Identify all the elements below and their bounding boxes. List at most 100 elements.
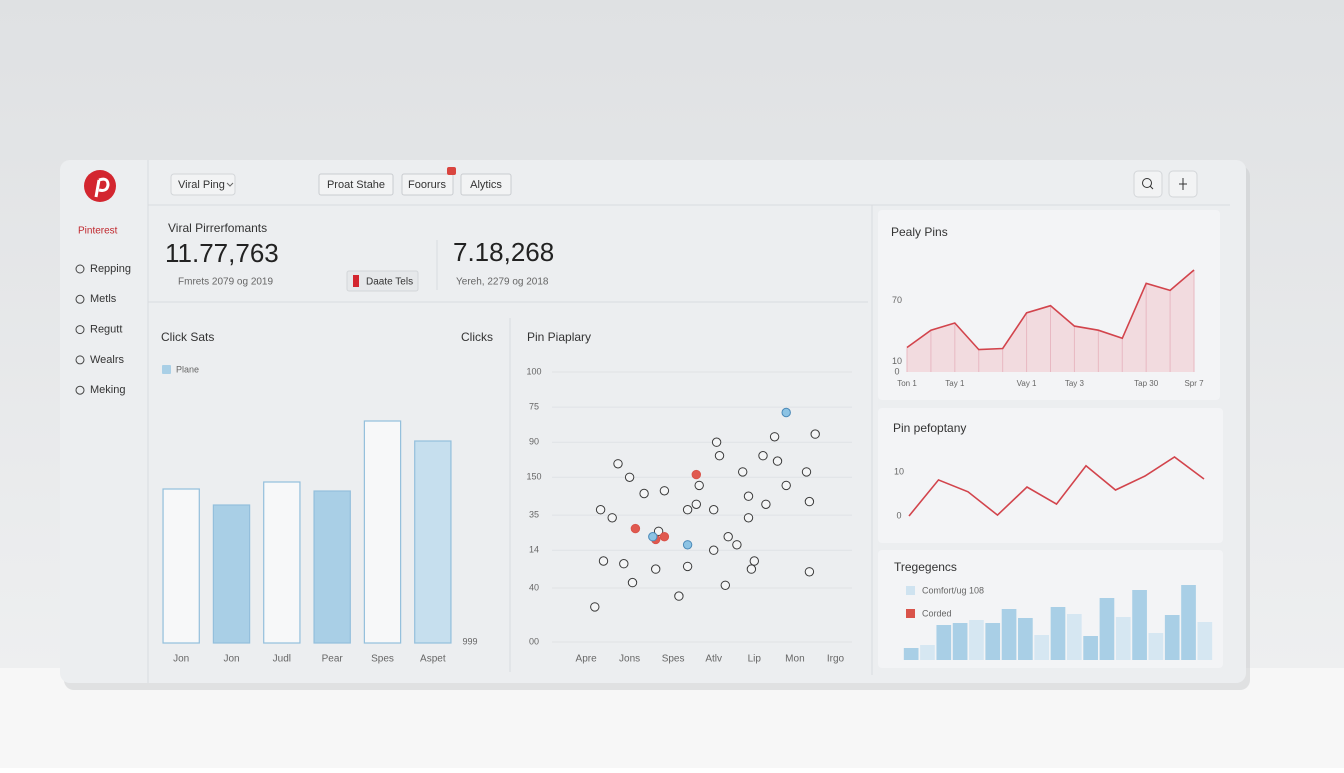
point [653, 526, 664, 536]
kpi-caption: Yereh, 2279 og 2018 [456, 277, 549, 288]
bar [263, 481, 301, 644]
point [758, 451, 768, 461]
search-button[interactable] [1133, 170, 1163, 198]
dropdown[interactable] [170, 173, 236, 196]
point [682, 505, 693, 515]
nav-item[interactable]: Wealrs [90, 354, 125, 366]
y-tick-label: 0 [894, 366, 899, 376]
tab[interactable] [318, 173, 394, 196]
point [619, 559, 629, 569]
logo[interactable] [84, 170, 116, 202]
bar [1018, 618, 1033, 660]
bar [1197, 622, 1213, 660]
point [659, 532, 670, 542]
x-tick-label: Atlv [705, 654, 722, 665]
legend-label: Plane [176, 364, 199, 374]
x-tick-label: Lip [748, 654, 762, 665]
kpi-value: 11.77,763 [165, 238, 279, 268]
point [732, 540, 742, 550]
nav-item[interactable]: Repping [90, 263, 131, 275]
x-tick-label: Judl [273, 654, 291, 665]
nav-icon [75, 294, 85, 304]
x-tick-label: Tay 3 [1065, 379, 1085, 388]
bar [1050, 607, 1066, 660]
x-tick-label: Vay 1 [1017, 379, 1037, 388]
point [743, 491, 754, 501]
point [723, 532, 733, 542]
line [908, 456, 1205, 517]
point [761, 499, 771, 509]
tab-label: Alytics [470, 179, 502, 191]
bar [1066, 614, 1082, 660]
y-tick-label: 00 [529, 636, 539, 646]
bar [313, 490, 351, 644]
point [691, 499, 701, 509]
bar [969, 620, 984, 660]
chart-title: Pin pefoptany [893, 421, 966, 435]
x-tick-label: Spes [371, 654, 394, 665]
x-tick-label: Spr 7 [1184, 379, 1204, 388]
point [804, 496, 815, 507]
x-tick-label: Jon [173, 654, 189, 665]
legend-swatch [906, 586, 915, 595]
point [607, 513, 617, 523]
nav-item[interactable]: Metls [90, 293, 117, 305]
y-tick-label: 75 [529, 401, 539, 411]
tab[interactable] [460, 173, 512, 196]
point [804, 567, 815, 577]
point [738, 467, 748, 477]
legend-swatch [162, 365, 171, 374]
x-tick-label: Pear [322, 654, 344, 665]
point [590, 602, 600, 612]
brand: Pinterest [78, 226, 118, 237]
chart-title: Click Sats [161, 330, 214, 344]
point [781, 407, 791, 418]
bar [1083, 636, 1098, 660]
chart-title: Pealy Pins [891, 225, 948, 239]
tab[interactable] [401, 173, 454, 196]
summary-title: Viral Pirrerfomants [168, 221, 267, 235]
x-tick-label: Tay 1 [945, 379, 965, 388]
corner-label: 999 [462, 636, 477, 646]
nav-icon [75, 325, 85, 335]
point [749, 556, 759, 566]
bar [162, 488, 200, 644]
point [624, 472, 635, 482]
bar [212, 504, 251, 644]
bar [414, 440, 452, 644]
bar [363, 420, 402, 644]
nav-item[interactable]: Meking [90, 384, 125, 396]
point [659, 486, 670, 496]
date-button[interactable] [346, 270, 419, 292]
bar [1099, 598, 1115, 660]
bar [936, 625, 952, 660]
logo-glyph [94, 177, 110, 198]
chart-title: Tregegencs [894, 560, 957, 574]
badge [447, 167, 456, 175]
x-tick-label: Jons [619, 654, 640, 665]
nav-item[interactable]: Regutt [90, 324, 122, 336]
x-tick-label: Spes [662, 654, 685, 665]
bar [1132, 590, 1147, 660]
add-icon [1179, 178, 1187, 190]
legend-label: Comfort/ug 108 [922, 585, 984, 595]
point [682, 561, 693, 572]
tab-label: Proat Stahe [327, 179, 385, 191]
x-tick-label: Mon [785, 654, 804, 665]
chart-title: Pin Piaplary [527, 330, 591, 344]
nav-icon [75, 264, 85, 274]
point [595, 505, 606, 515]
x-tick-label: Jon [223, 654, 239, 665]
point [711, 437, 722, 447]
x-tick-label: Aspet [420, 654, 446, 665]
date-button-label: Daate Tels [366, 277, 413, 288]
bar [1148, 633, 1164, 660]
y-tick-label: 10 [892, 356, 902, 366]
nav-icon [75, 355, 85, 365]
bar [1115, 617, 1131, 660]
point [772, 456, 783, 466]
point [714, 451, 725, 461]
line [906, 269, 1195, 351]
